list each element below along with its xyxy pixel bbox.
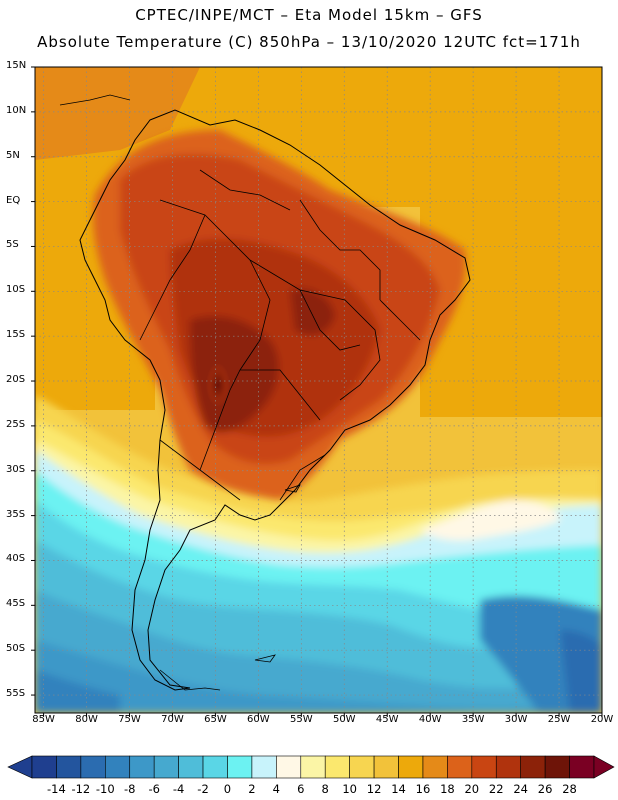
lat-label: 5N: [6, 149, 20, 161]
colorbar-swatch: [373, 755, 399, 779]
colorbar-swatch: [276, 755, 302, 779]
colorbar-swatch: [202, 755, 228, 779]
colorbar-swatch: [349, 755, 375, 779]
lon-label: 60W: [247, 714, 270, 725]
lat-label: 10S: [6, 284, 26, 296]
colorbar-swatch: [520, 755, 546, 779]
lat-label: 45S: [6, 598, 26, 610]
colorbar-swatch: [447, 755, 473, 779]
colorbar-swatch: [471, 755, 497, 779]
colorbar-swatch: [153, 755, 179, 779]
colorbar-swatch: [251, 755, 277, 779]
colorbar-label: 20: [464, 782, 480, 796]
lon-label: 40W: [418, 714, 442, 725]
lat-label: 5S: [6, 239, 19, 251]
lon-label: 45W: [375, 714, 399, 725]
colorbar-label: 2: [248, 782, 256, 796]
colorbar-swatch: [105, 755, 131, 779]
colorbar-swatch: [80, 755, 106, 779]
colorbar-label: 22: [488, 782, 504, 796]
colorbar-swatch: [324, 755, 350, 779]
lat-label: 15S: [6, 329, 26, 341]
colorbar-label: 16: [415, 782, 431, 796]
colorbar-swatch: [31, 755, 57, 779]
colorbar-label: 0: [223, 782, 232, 796]
colorbar-swatch: [569, 755, 595, 779]
colorbar-label: 8: [321, 782, 329, 796]
lon-label: 85W: [32, 714, 55, 725]
colorbar-swatch: [300, 755, 326, 779]
colorbar-swatch: [129, 755, 155, 779]
colorbar-label: -12: [71, 782, 91, 796]
colorbar-over-arrow: [593, 755, 615, 779]
colorbar: [7, 755, 615, 779]
map-title-line-2: Absolute Temperature (C) 850hPa – 13/10/…: [37, 33, 581, 51]
colorbar-swatch: [178, 755, 204, 779]
colorbar-under-arrow: [7, 755, 33, 779]
colorbar-label: -8: [124, 782, 136, 796]
colorbar-label: 18: [440, 782, 455, 796]
lon-label: 80W: [75, 714, 98, 725]
lat-label: 30S: [6, 463, 26, 475]
colorbar-label: 14: [391, 782, 406, 796]
colorbar-label: -2: [197, 782, 209, 796]
islands: [59, 94, 301, 691]
graticule: [35, 67, 602, 713]
lat-label: 40S: [6, 553, 26, 565]
colorbar-label: 4: [272, 782, 280, 796]
colorbar-label: 28: [562, 782, 577, 796]
colorbar-label: 6: [297, 782, 305, 796]
lat-label: 50S: [6, 643, 26, 655]
lon-label: 70W: [161, 714, 184, 725]
colorbar-label: 24: [513, 782, 528, 796]
colorbar-label: 26: [537, 782, 553, 796]
map-title-line-1: CPTEC/INPE/MCT – Eta Model 15km – GFS: [135, 6, 483, 24]
colorbar-swatch: [495, 755, 521, 779]
temperature-field: [35, 67, 602, 713]
coastline: [79, 109, 471, 691]
lon-label: 30W: [504, 714, 528, 725]
colorbar-label: -6: [148, 782, 160, 796]
colorbar-label: -14: [47, 782, 66, 796]
colorbar-swatch: [56, 755, 82, 779]
colorbar-label: -10: [95, 782, 115, 796]
lon-label: 20W: [590, 714, 614, 725]
lat-label: 55S: [6, 688, 26, 700]
lat-label: 10N: [6, 104, 27, 116]
map-frame: [34, 66, 603, 714]
colorbar-label: 10: [342, 782, 357, 796]
colorbar-swatch: [422, 755, 448, 779]
colorbar-swatch: [398, 755, 424, 779]
lat-label: EQ: [6, 194, 21, 206]
lon-label: 50W: [332, 714, 356, 725]
lon-label: 55W: [290, 714, 313, 725]
lat-label: 25S: [6, 418, 26, 430]
colorbar-label: -4: [172, 782, 185, 796]
lon-label: 75W: [118, 714, 141, 725]
colorbar-swatch: [544, 755, 570, 779]
colorbar-swatch: [227, 755, 253, 779]
lat-label: 20S: [6, 374, 26, 386]
lat-label: 15N: [6, 60, 27, 71]
lon-label: 65W: [204, 714, 227, 725]
colorbar-label: 12: [366, 782, 382, 796]
lon-label: 25W: [547, 714, 571, 725]
lon-label: 35W: [461, 714, 485, 725]
lat-label: 35S: [6, 508, 26, 520]
country-borders: [139, 169, 421, 501]
